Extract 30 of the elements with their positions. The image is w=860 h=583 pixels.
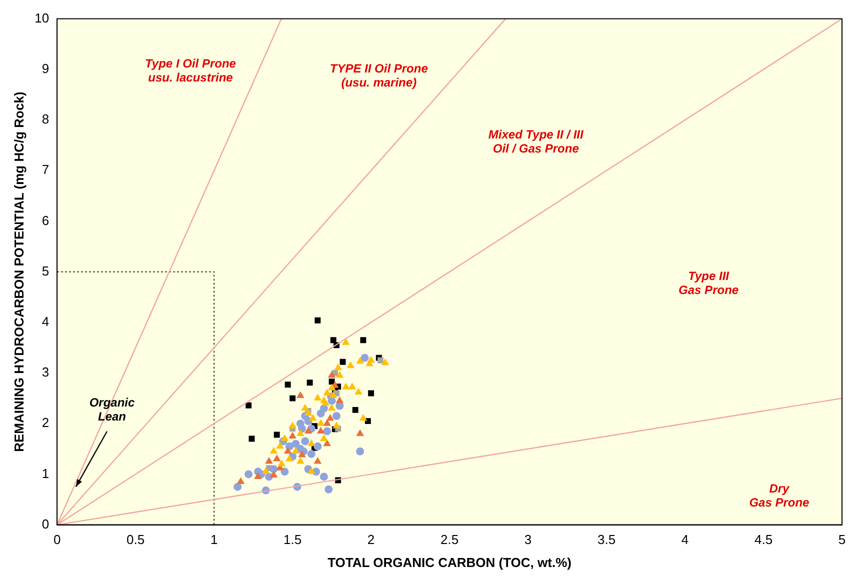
annotation: Dry Gas Prone [749,482,810,510]
x-tick-label: 3 [524,532,532,548]
x-tick-label: 0.5 [126,532,145,548]
y-tick-label: 9 [42,60,50,76]
y-tick-label: 4 [42,314,50,329]
y-tick-label: 1 [42,466,50,481]
x-tick-label: 2.5 [440,532,459,548]
x-tick-label: 3.5 [597,532,616,548]
y-tick-label: 7 [42,162,50,178]
y-tick-label: 8 [42,112,50,127]
annotation: Type I Oil Prone usu. lacustrine [145,56,236,85]
y-tick-label: 10 [34,10,50,26]
x-tick-label: 5 [838,532,846,548]
y-tick-label: 2 [42,415,50,430]
y-axis-title: REMAINING HYDROCARBON POTENTIAL (mg HC/g Rock) [11,92,26,452]
x-tick-label: 4.5 [754,532,773,548]
x-tick-label: 1 [210,532,218,548]
y-tick-label: 3 [42,364,50,380]
annotation: TYPE II Oil Prone (usu. marine) [330,62,428,90]
x-axis-title: TOTAL ORGANIC CARBON (TOC, wt.%) [328,554,572,570]
x-tick-label: 1.5 [284,532,302,548]
annotation: Type III Gas Prone [678,269,739,298]
annotation: Organic Lean [89,396,135,424]
x-tick-label: 2 [367,532,375,548]
annotation: Mixed Type II / III Oil / Gas Prone [488,127,584,156]
x-tick-label: 0 [53,532,61,548]
y-tick-label: 5 [42,263,50,278]
y-tick-label: 6 [42,212,50,228]
y-tick-label: 0 [42,516,50,532]
x-tick-label: 4 [681,532,689,548]
